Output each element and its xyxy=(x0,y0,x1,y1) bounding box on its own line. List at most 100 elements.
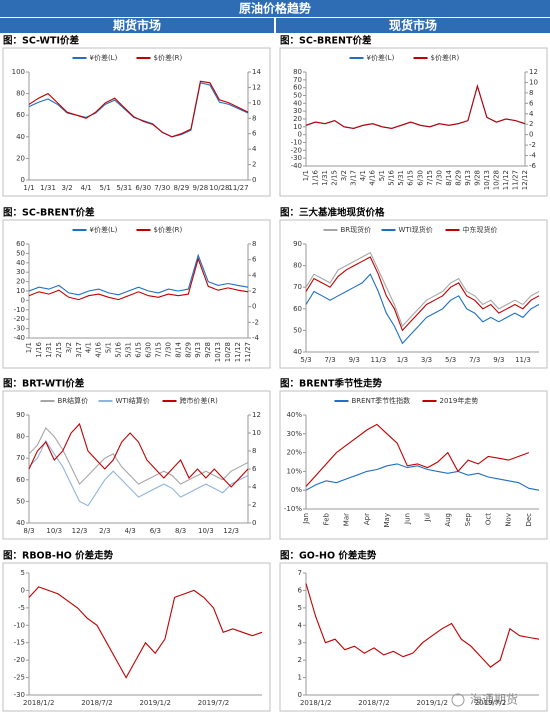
x-tick-label: 9/3 xyxy=(493,356,504,364)
x-tick-label: 8/3 xyxy=(23,527,34,535)
series-line xyxy=(28,82,249,138)
x-tick-label: 11/27 xyxy=(511,170,519,190)
y-tick-label: 70 xyxy=(16,454,25,462)
y-tick-label: -30 xyxy=(14,325,25,333)
legend-label: 2019年走势 xyxy=(440,396,479,405)
y2-tick-label: 8 xyxy=(252,114,256,122)
chart-title: 图：RBOB-HO 价差走势 xyxy=(3,550,114,562)
x-tick-label: 1/3 xyxy=(397,356,408,364)
watermark-icon xyxy=(451,693,465,707)
y-tick-label: -10 xyxy=(291,139,302,147)
chart-frame xyxy=(279,47,548,197)
y-tick-label: 0 xyxy=(298,131,302,139)
series-line xyxy=(305,463,540,491)
x-tick-label: 7/30 xyxy=(154,184,170,192)
y-tick-label: -20 xyxy=(14,656,25,664)
y2-tick-label: 12 xyxy=(529,68,538,76)
x-tick-label: 4/16 xyxy=(95,341,103,357)
x-tick-label: 9/28 xyxy=(473,170,481,186)
x-tick-label: 7/3 xyxy=(324,356,335,364)
x-tick-label: 7/3 xyxy=(469,356,480,364)
x-tick-label: 2/15 xyxy=(55,342,63,358)
x-tick-label: 10/28 xyxy=(209,184,229,192)
x-tick-label: 1/31 xyxy=(40,184,56,192)
y2-tick-label: -2 xyxy=(252,318,259,326)
x-tick-label: Oct xyxy=(484,513,492,525)
series-line xyxy=(28,257,249,301)
x-tick-label: 9/28 xyxy=(193,184,209,192)
y2-tick-label: 2 xyxy=(252,161,256,169)
y-tick-label: 0 xyxy=(21,296,25,304)
x-tick-label: Jun xyxy=(403,513,411,525)
y2-tick-label: -6 xyxy=(529,162,537,170)
x-tick-label: 6/30 xyxy=(416,170,424,186)
series-line xyxy=(28,439,249,507)
x-tick-label: 6/30 xyxy=(135,184,151,192)
y2-tick-label: 2 xyxy=(252,501,256,509)
y2-tick-label: 6 xyxy=(252,465,257,473)
x-tick-label: 10/13 xyxy=(483,170,491,190)
x-tick-label: 1/1 xyxy=(23,184,34,192)
series-line xyxy=(28,80,249,138)
y-tick-label: 60 xyxy=(293,84,302,92)
x-tick-label: 3/2 xyxy=(65,342,73,353)
x-tick-label: 7/30 xyxy=(435,170,443,186)
y-tick-label: 6 xyxy=(298,586,303,594)
y-tick-label: 60 xyxy=(16,476,25,484)
y2-tick-label: 2 xyxy=(529,120,533,128)
x-tick-label: 8/3 xyxy=(175,527,186,535)
y-tick-label: 40% xyxy=(286,411,302,419)
x-tick-label: 5/31 xyxy=(116,184,132,192)
x-tick-label: 8/14 xyxy=(174,341,182,357)
x-tick-label: 5/1 xyxy=(100,184,111,192)
y-tick-label: 80 xyxy=(16,90,25,98)
legend-label: BR现货价 xyxy=(341,225,372,234)
x-tick-label: 2/3 xyxy=(99,527,110,535)
legend-label: $价差(R) xyxy=(154,225,183,234)
y2-tick-label: 0 xyxy=(252,519,256,527)
x-tick-label: 12/3 xyxy=(72,527,88,535)
y-tick-label: 100 xyxy=(12,68,25,76)
y2-tick-label: 12 xyxy=(252,83,261,91)
y-tick-label: -10 xyxy=(14,621,25,629)
x-tick-label: 5/1 xyxy=(105,342,113,353)
y2-tick-label: 8 xyxy=(252,240,256,248)
legend-label: BRENT季节性指数 xyxy=(352,396,411,405)
x-tick-label: Aug xyxy=(444,513,452,527)
x-tick-label: Jul xyxy=(424,513,432,523)
chart-frame xyxy=(2,219,271,369)
y-tick-label: 60 xyxy=(16,240,25,248)
x-tick-label: 1/1 xyxy=(302,170,310,181)
y-tick-label: 30% xyxy=(286,430,302,438)
legend-label: 中东现货价 xyxy=(463,225,498,234)
y-tick-label: -20 xyxy=(14,315,25,323)
y2-tick-label: 6 xyxy=(252,130,257,138)
y2-tick-label: 0 xyxy=(529,131,533,139)
y-tick-label: 20% xyxy=(286,449,302,457)
legend-label: WTI结算价 xyxy=(116,396,150,405)
y2-tick-label: 12 xyxy=(252,411,261,419)
y-tick-label: -40 xyxy=(14,334,25,342)
page-title: 原油价格趋势 xyxy=(239,1,311,16)
x-tick-label: 8/14 xyxy=(445,169,453,185)
y-tick-label: 40 xyxy=(16,259,25,267)
y-tick-label: 20 xyxy=(16,278,25,286)
x-tick-label: Feb xyxy=(322,512,330,525)
legend-label: 跨市价差(R) xyxy=(180,396,219,405)
legend-label: WTI现货价 xyxy=(399,225,433,234)
x-tick-label: 4/16 xyxy=(369,169,377,185)
y-tick-label: 50 xyxy=(293,326,302,334)
y-tick-label: -40 xyxy=(291,162,302,170)
chart-frame xyxy=(279,219,548,369)
x-tick-label: 6/15 xyxy=(407,170,415,186)
y-tick-label: 40 xyxy=(16,519,25,527)
y-tick-label: 3 xyxy=(298,639,302,647)
y2-tick-label: -4 xyxy=(529,152,537,160)
y-tick-label: 2 xyxy=(298,656,302,664)
legend-label: $价差(R) xyxy=(154,53,183,62)
x-tick-label: 5/3 xyxy=(445,356,456,364)
right-header-text: 现货市场 xyxy=(389,18,437,33)
x-tick-label: 9/13 xyxy=(464,170,472,186)
x-tick-label: 12/12 xyxy=(521,170,529,190)
